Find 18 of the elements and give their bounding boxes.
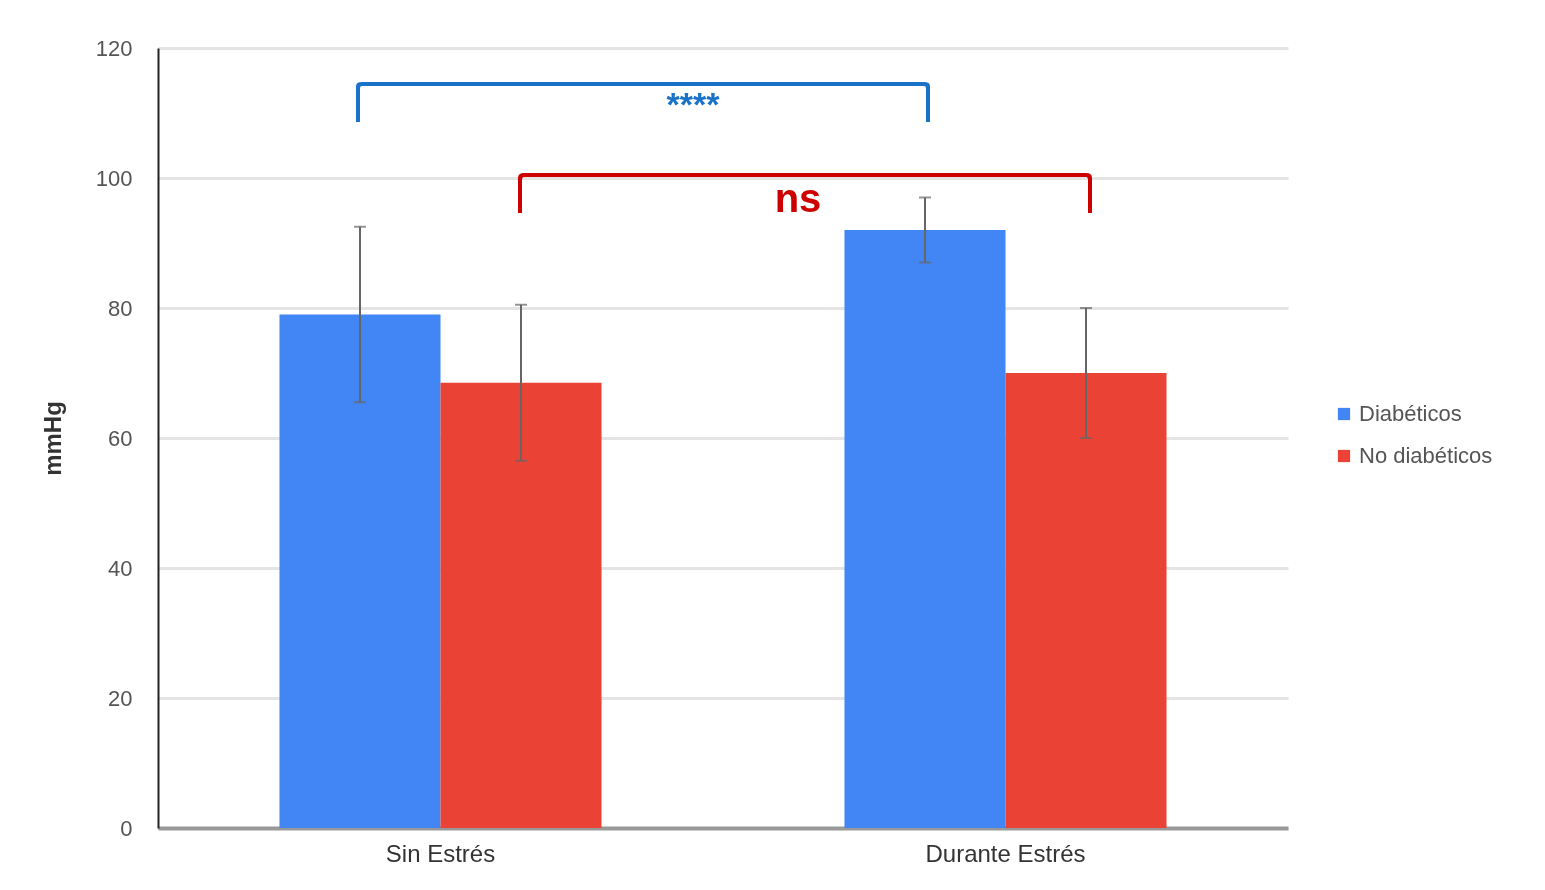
y-axis-title: mmHg [38, 401, 66, 476]
bar [844, 230, 1006, 828]
y-tick-label: 60 [108, 425, 133, 451]
legend-label: Diabéticos [1359, 401, 1462, 426]
y-tick-label: 80 [108, 295, 133, 321]
y-tick-label: 40 [108, 555, 133, 581]
x-tick-label: Sin Estrés [385, 839, 496, 867]
legend-label: No diabéticos [1359, 443, 1493, 468]
bar [279, 314, 441, 828]
bar [1005, 373, 1167, 828]
annotation: ns [774, 176, 822, 220]
x-tick-label: Durante Estrés [925, 839, 1086, 867]
y-tick-label: 120 [95, 35, 133, 61]
y-tick-label: 0 [120, 815, 133, 841]
y-tick-label: 20 [108, 685, 133, 711]
annotation: **** [666, 85, 721, 123]
bar [440, 382, 602, 828]
y-tick-label: 100 [95, 165, 133, 191]
